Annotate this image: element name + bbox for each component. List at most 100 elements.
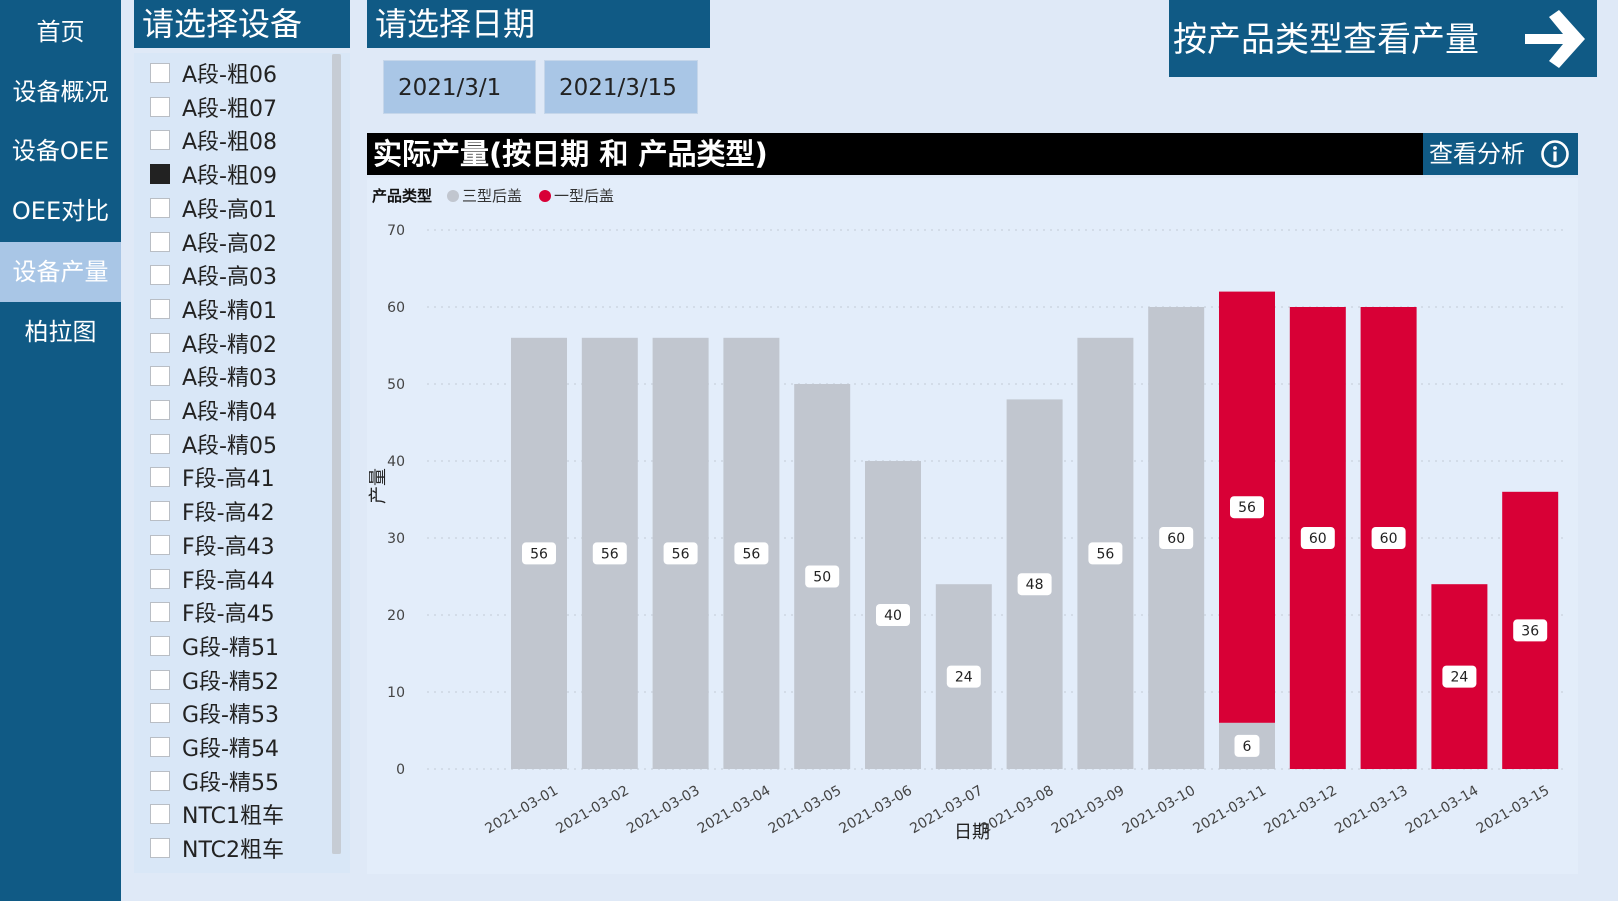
data-label-box (1234, 734, 1260, 757)
x-tick-label: 2021-03-02 (553, 783, 631, 838)
device-checkbox[interactable] (150, 63, 170, 83)
device-checkbox[interactable] (150, 433, 170, 454)
device-checkbox[interactable] (150, 467, 170, 488)
device-checkbox[interactable] (150, 231, 170, 252)
data-label-box (1300, 527, 1335, 549)
data-label: 56 (742, 546, 760, 562)
data-label-box (1513, 619, 1548, 642)
device-item[interactable]: A段-精02 (150, 328, 277, 358)
data-label: 36 (1521, 623, 1539, 639)
device-list-scrollbar[interactable] (332, 54, 341, 854)
nav-item-0[interactable]: 首页 (36, 18, 85, 46)
device-item[interactable]: F段-高43 (150, 530, 275, 560)
device-checkbox[interactable] (150, 770, 170, 791)
device-item[interactable]: A段-粗09 (150, 159, 277, 189)
device-label: A段-粗07 (182, 96, 277, 122)
data-label-box (1442, 665, 1477, 688)
nav-item-3[interactable]: OEE对比 (11, 197, 110, 225)
side-navigation: 首页设备概况设备OEE OEE对比设备产量柏拉图 (0, 0, 121, 901)
nav-item-5[interactable]: 柏拉图 (24, 318, 97, 346)
data-label-box (1088, 542, 1123, 565)
device-item[interactable]: A段-精01 (150, 294, 277, 324)
y-tick-label: 20 (387, 608, 405, 624)
device-checkbox[interactable] (150, 501, 170, 522)
y-tick-label: 70 (387, 223, 405, 239)
device-item[interactable]: A段-高01 (150, 193, 277, 223)
date-panel-title: 请选择日期 (367, 0, 710, 48)
view-analysis-button[interactable]: 查看分析 (1423, 133, 1578, 175)
data-label: 24 (955, 670, 973, 686)
device-item[interactable]: G段-精54 (150, 732, 279, 762)
device-item[interactable]: G段-精53 (150, 698, 279, 728)
legend-title: 产品类型 (372, 187, 432, 205)
data-label: 40 (884, 608, 902, 624)
end-date-field[interactable]: 2021/3/15 (544, 60, 698, 114)
device-checkbox[interactable] (150, 568, 170, 589)
device-item[interactable]: G段-精52 (150, 665, 279, 695)
device-checkbox[interactable] (150, 534, 170, 555)
device-checkbox[interactable] (150, 96, 170, 117)
info-icon (1541, 140, 1569, 168)
x-tick-label: 2021-03-01 (483, 783, 561, 838)
device-label: A段-高01 (182, 197, 277, 223)
device-checkbox[interactable] (150, 400, 170, 420)
production-chart-svg: 产品类型 三型后盖 一型后盖 0 10 20 30 40 50 60 70 产量 56 2021-03-0… (368, 187, 1567, 843)
device-item[interactable]: A段-粗06 (150, 58, 277, 88)
y-tick-label: 10 (387, 685, 405, 701)
device-checkbox[interactable] (150, 602, 170, 623)
device-checkbox[interactable] (150, 635, 170, 656)
device-item[interactable]: A段-高02 (150, 227, 277, 257)
view-by-product-button[interactable]: 按产品类型查看产量 (1169, 0, 1597, 77)
device-checkbox[interactable] (150, 366, 170, 387)
device-item[interactable]: NTC2粗车 (150, 833, 284, 863)
start-date-field[interactable]: 2021/3/1 (383, 60, 536, 114)
device-checkbox[interactable] (150, 130, 170, 151)
x-tick-label: 2021-03-06 (837, 783, 916, 838)
device-item[interactable]: F段-高45 (150, 597, 275, 627)
device-checkbox[interactable] (150, 669, 170, 690)
data-label: 48 (1026, 577, 1044, 593)
device-checkbox[interactable] (150, 804, 170, 825)
x-tick-label: 2021-03-15 (1474, 783, 1552, 838)
device-label: A段-精05 (182, 433, 277, 459)
device-item[interactable]: NTC1粗车 (150, 799, 284, 829)
device-label: F段-高44 (182, 568, 275, 594)
device-checkbox[interactable] (150, 298, 170, 319)
nav-item-2[interactable]: 设备OEE (11, 137, 110, 165)
x-tick-label: 2021-03-13 (1332, 783, 1410, 838)
data-label: 56 (530, 546, 548, 562)
legend-item: 三型后盖 (462, 187, 522, 205)
device-checkbox[interactable] (150, 838, 170, 859)
device-checkbox[interactable] (150, 737, 170, 757)
data-label: 56 (1238, 500, 1256, 516)
device-label: G段-精55 (182, 770, 279, 796)
device-list[interactable]: A段-粗06 A段-粗07 A段-粗08 A段-粗09 A段-高01 A段-高02 A段-高… (134, 53, 350, 873)
device-item[interactable]: A段-精05 (150, 429, 277, 459)
x-axis-title: 日期 (954, 822, 990, 843)
device-item[interactable]: A段-粗08 (150, 125, 277, 155)
device-filter-panel: 请选择设备 A段-粗06 A段-粗07 A段-粗08 A段-粗09 A段-高01 A段-高… (134, 0, 350, 901)
data-label-box (876, 604, 910, 626)
device-label: A段-精01 (182, 298, 277, 324)
device-item[interactable]: F段-高41 (150, 462, 275, 492)
device-checkbox[interactable] (150, 703, 170, 724)
device-item[interactable]: A段-高03 (150, 260, 277, 290)
device-checkbox[interactable] (150, 332, 170, 353)
nav-item-1[interactable]: 设备概况 (12, 78, 109, 106)
device-item[interactable]: F段-高42 (150, 496, 275, 526)
device-item[interactable]: F段-高44 (150, 564, 275, 594)
data-label: 56 (672, 546, 690, 562)
device-item[interactable]: G段-精55 (150, 766, 279, 796)
data-label-box (1371, 527, 1406, 549)
legend-marker (539, 190, 551, 202)
device-checkbox[interactable] (150, 265, 170, 286)
device-checkbox[interactable] (150, 197, 170, 218)
device-item[interactable]: G段-精51 (150, 631, 279, 661)
device-item[interactable]: A段-粗07 (150, 92, 277, 122)
device-item[interactable]: A段-精04 (150, 395, 277, 425)
device-checkbox[interactable] (150, 164, 170, 185)
device-label: A段-粗09 (182, 164, 277, 190)
nav-item-4[interactable]: 设备产量 (0, 242, 121, 302)
device-item[interactable]: A段-精03 (150, 361, 277, 391)
x-tick-label: 2021-03-14 (1403, 783, 1482, 838)
